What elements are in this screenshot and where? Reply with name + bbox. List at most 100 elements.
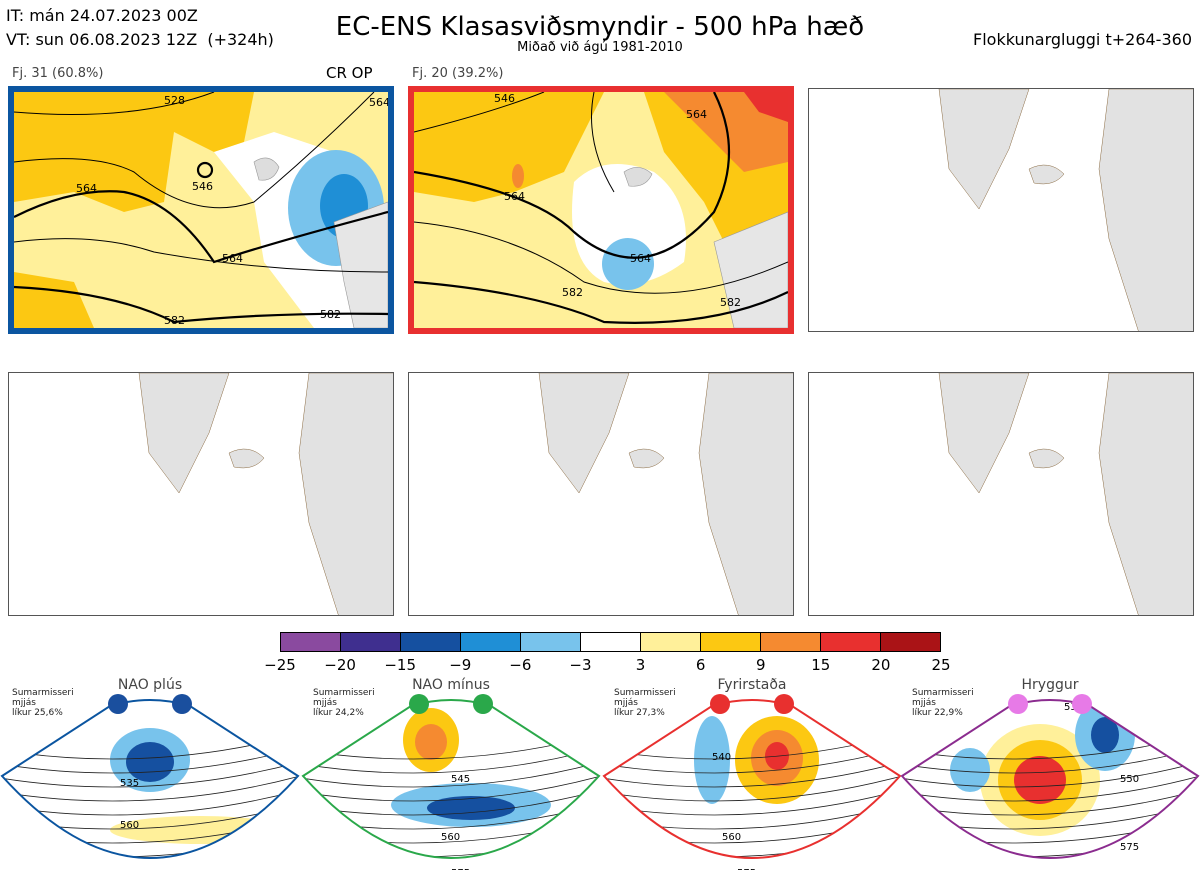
regime-marker-dot — [473, 694, 493, 714]
europe-land — [1098, 373, 1193, 615]
iceland-land — [1028, 164, 1065, 185]
contour-label-546: 546 — [192, 180, 213, 193]
cluster-1-label: Fj. 31 (60.8%) — [12, 66, 104, 81]
regime-contour — [902, 747, 1198, 774]
greenland-land — [938, 373, 1030, 494]
contour-label-582-b: 582 — [320, 308, 341, 321]
regime-map: 535 560 — [0, 694, 300, 859]
colorbar-tick-label: −20 — [324, 656, 356, 674]
low-centre — [196, 161, 214, 179]
cluster-2-svg: 546 564 564 564 582 582 — [414, 92, 788, 328]
regime-contour-label: 535 — [120, 778, 139, 789]
colorbar-tick-label: 6 — [695, 656, 706, 674]
anomaly-positive-9-small — [512, 164, 524, 188]
empty-map-5-svg — [538, 373, 793, 615]
regime-contour-label: 560 — [441, 832, 460, 843]
regime-contour — [902, 831, 1198, 858]
europe-land — [298, 373, 393, 615]
regime-note: Sumarmisseri mjjás líkur 24,2% — [313, 688, 375, 718]
contour-552 — [14, 92, 375, 209]
contour-label-564-a: 564 — [504, 190, 525, 203]
colorbar-tick-label: −15 — [384, 656, 416, 674]
anomaly-positive-9 — [664, 92, 788, 172]
cluster-1-svg: 564 564 564 582 582 528 546 — [14, 92, 388, 328]
contour-label-564-c: 564 — [686, 108, 707, 121]
contour-552 — [591, 92, 615, 193]
colorbar-swatch — [461, 633, 521, 651]
empty-map-3[interactable] — [808, 88, 1194, 332]
colorbar-tick-label: 9 — [755, 656, 766, 674]
regime-anomaly — [415, 724, 447, 760]
regime-note: Sumarmisseri mjjás líkur 22,9% — [912, 688, 974, 718]
page-subtitle: Miðað við ágú 1981-2010 — [517, 40, 683, 55]
regime-marker-dot — [710, 694, 730, 714]
colorbar-swatch — [701, 633, 761, 651]
contour-582 — [14, 285, 388, 324]
empty-map-5[interactable] — [408, 372, 794, 616]
cluster-1-map[interactable]: 564 564 564 582 582 528 546 — [8, 86, 394, 334]
empty-map-4-svg — [138, 373, 393, 615]
cluster-1-marker: CR OP — [326, 64, 373, 82]
contour-564 — [414, 92, 731, 259]
colorbar-tick-label: 15 — [811, 656, 831, 674]
contour-576 — [414, 221, 788, 294]
colorbar-swatch — [521, 633, 581, 651]
europe-land — [333, 201, 388, 328]
regime-map: 545 560 575 — [301, 694, 601, 870]
empty-map-4[interactable] — [8, 372, 394, 616]
colorbar-swatch — [881, 633, 940, 651]
colorbar-tick-label: −6 — [509, 656, 532, 674]
contour-564 — [14, 190, 388, 264]
regime-contour — [2, 761, 298, 788]
regime-title: NAO mínus — [412, 677, 490, 693]
colorbar-swatch — [281, 633, 341, 651]
colorbar-tick-label: 3 — [635, 656, 646, 674]
greenland-land — [938, 89, 1030, 210]
empty-map-6[interactable] — [808, 372, 1194, 616]
regime-contour-label: 575 — [1120, 842, 1139, 853]
regime-contour — [604, 775, 900, 802]
contour-label-582-b: 582 — [720, 296, 741, 309]
colorbar-tick-label: 20 — [871, 656, 891, 674]
anomaly-positive-6 — [14, 92, 254, 212]
europe-land — [1098, 89, 1193, 331]
colorbar-tick-label: 25 — [931, 656, 951, 674]
empty-map-6-svg — [938, 373, 1193, 615]
regime-contour-label: 575 — [737, 868, 756, 870]
iceland-land — [628, 448, 665, 469]
regime-contour-label: 575 — [451, 868, 470, 870]
regime-contour-label: 545 — [451, 774, 470, 785]
regime-contour — [604, 761, 900, 788]
regime-marker-dot — [172, 694, 192, 714]
iceland-land — [253, 157, 280, 181]
regime-map: 540 560 575 — [602, 694, 902, 870]
regime-contour — [604, 831, 900, 858]
contour-label-564-c: 564 — [369, 96, 388, 109]
regime-anomaly — [427, 796, 515, 820]
anomaly-positive-6-south — [14, 272, 94, 328]
colorbar-swatch — [581, 633, 641, 651]
regime-note: Sumarmisseri mjjás líkur 27,3% — [614, 688, 676, 718]
regime-marker-dot — [1072, 694, 1092, 714]
regime-anomaly — [950, 748, 990, 792]
regime-marker-dot — [774, 694, 794, 714]
cluster-2-map[interactable]: 546 564 564 564 582 582 — [408, 86, 794, 334]
regime-marker-dot — [409, 694, 429, 714]
colorbar-swatch — [401, 633, 461, 651]
colorbar-tick-label: −9 — [449, 656, 472, 674]
regime-outline — [900, 699, 1200, 859]
page-title: EC-ENS Klasasviðsmyndir - 500 hPa hæð — [335, 12, 865, 42]
regime-note: Sumarmisseri mjjás líkur 25,6% — [12, 688, 74, 718]
regime-contour-label: 560 — [722, 832, 741, 843]
iceland-land — [623, 167, 653, 187]
greenland-land — [538, 373, 630, 494]
regime-anomaly — [126, 742, 174, 782]
contour-540 — [14, 92, 215, 115]
contour-540 — [414, 92, 545, 133]
empty-map-3-svg — [938, 89, 1193, 331]
regime-anomaly — [1091, 717, 1119, 753]
colorbar-swatch — [341, 633, 401, 651]
cluster-2-label: Fj. 20 (39.2%) — [412, 66, 504, 81]
iceland-land — [1028, 448, 1065, 469]
